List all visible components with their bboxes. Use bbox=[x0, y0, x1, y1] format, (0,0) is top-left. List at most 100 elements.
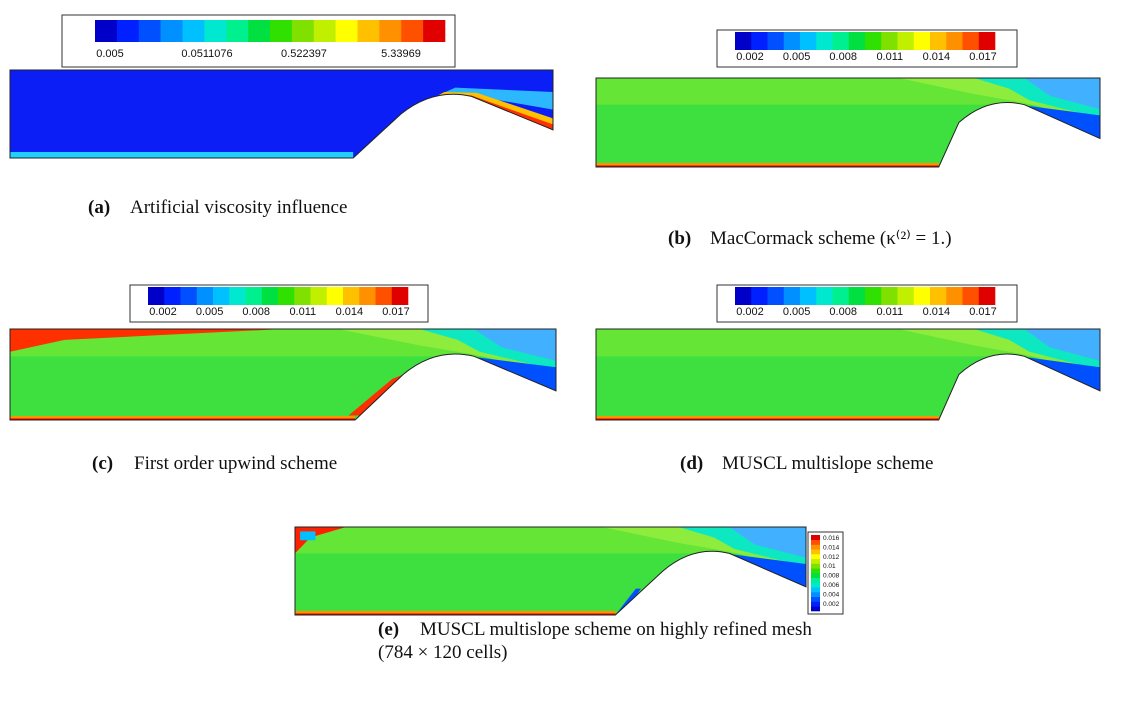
colorbar-cell bbox=[816, 32, 833, 50]
contour-plot bbox=[10, 329, 556, 420]
colorbar-cell bbox=[357, 20, 380, 42]
colorbar-label: 0.011 bbox=[876, 306, 903, 318]
colorbar-cell bbox=[962, 32, 980, 50]
colorbar-label: 0.002 bbox=[736, 306, 764, 318]
contour-region bbox=[474, 329, 556, 361]
colorbar-cell bbox=[811, 592, 820, 598]
contour-region bbox=[422, 94, 553, 130]
colorbar-cell bbox=[848, 287, 866, 305]
colorbar-label: 0.002 bbox=[736, 51, 764, 63]
colorbar-cell bbox=[248, 20, 271, 42]
colorbar-cell bbox=[313, 20, 336, 42]
colorbar-cell bbox=[423, 20, 446, 42]
colorbar-cell bbox=[811, 539, 820, 545]
caption-text: (784 × 120 cells) bbox=[378, 642, 507, 663]
colorbar-cell bbox=[310, 287, 328, 305]
colorbar-cell bbox=[229, 287, 246, 305]
caption-label: (e) bbox=[378, 619, 399, 640]
contour-region bbox=[295, 613, 616, 615]
colorbar-cell bbox=[164, 287, 181, 305]
contour-region bbox=[596, 418, 939, 420]
colorbar-cell bbox=[182, 20, 205, 42]
colorbar-cell bbox=[865, 32, 882, 50]
colorbar-cell bbox=[930, 287, 947, 305]
colorbar-cell bbox=[881, 287, 898, 305]
contour-region bbox=[596, 165, 939, 167]
contour-region bbox=[596, 416, 939, 420]
colorbar-label: 5.33969 bbox=[381, 48, 421, 60]
colorbar-cell bbox=[811, 577, 820, 583]
colorbar-cell bbox=[978, 287, 996, 305]
colorbar-label: 0.005 bbox=[96, 48, 124, 60]
plot-outline bbox=[9, 69, 554, 159]
colorbar-label: 0.01 bbox=[823, 563, 836, 570]
colorbar-label: 0.017 bbox=[382, 306, 410, 318]
colorbar-cell bbox=[978, 32, 996, 50]
colorbar-cell bbox=[270, 20, 293, 42]
colorbar-cell bbox=[930, 32, 947, 50]
contour-region bbox=[10, 329, 283, 352]
colorbar-label: 0.0511076 bbox=[181, 48, 232, 60]
contour-plot bbox=[596, 78, 1100, 167]
caption-text: Artificial viscosity influence bbox=[130, 197, 347, 218]
colorbar-cell bbox=[913, 32, 931, 50]
colorbar-cell bbox=[800, 32, 817, 50]
colorbar-label: 0.005 bbox=[196, 306, 224, 318]
contour-plot bbox=[10, 70, 553, 158]
colorbar-label: 0.016 bbox=[823, 535, 840, 542]
colorbar-cell bbox=[946, 32, 963, 50]
colorbar-cell bbox=[811, 601, 820, 607]
caption-label: (b) bbox=[668, 228, 691, 249]
colorbar-cell bbox=[391, 287, 409, 305]
colorbar-cell bbox=[897, 287, 915, 305]
colorbar-cell bbox=[783, 287, 801, 305]
colorbar-cell bbox=[946, 287, 963, 305]
colorbar-cell bbox=[335, 20, 358, 42]
caption-text: MacCormack scheme (κ⁽²⁾ = 1.) bbox=[710, 228, 952, 249]
colorbar-cell bbox=[95, 20, 118, 42]
colorbar-cell bbox=[138, 20, 161, 42]
colorbar-cell bbox=[865, 287, 882, 305]
colorbar-cell bbox=[343, 287, 360, 305]
contour-plot bbox=[295, 527, 806, 615]
colorbar-cell bbox=[180, 287, 198, 305]
plot-outline bbox=[9, 328, 557, 421]
colorbar-cell bbox=[832, 287, 850, 305]
colorbar-cell bbox=[897, 32, 915, 50]
caption-label: (d) bbox=[680, 453, 703, 474]
colorbar-label: 0.014 bbox=[923, 306, 951, 318]
contour-region bbox=[1024, 329, 1100, 361]
colorbar-cell bbox=[291, 20, 315, 42]
colorbar-cell bbox=[148, 287, 165, 305]
colorbar-cell bbox=[359, 287, 376, 305]
colorbar-label: 0.008 bbox=[242, 306, 270, 318]
colorbar-label: 0.006 bbox=[823, 582, 840, 589]
contour-region bbox=[300, 531, 316, 541]
colorbar-label: 0.012 bbox=[823, 554, 840, 561]
contour-region bbox=[729, 527, 806, 558]
colorbar-cell bbox=[226, 20, 249, 42]
caption-text: MUSCL multislope scheme on highly refine… bbox=[420, 619, 812, 640]
plot-outline bbox=[595, 77, 1101, 168]
plot-outline bbox=[595, 328, 1101, 421]
colorbar-cell bbox=[160, 20, 183, 42]
colorbar-cell bbox=[811, 606, 820, 612]
colorbar-label: 0.017 bbox=[969, 306, 997, 318]
colorbar-cell bbox=[213, 287, 230, 305]
colorbar-cell bbox=[816, 287, 833, 305]
colorbar-label: 0.008 bbox=[823, 573, 840, 580]
colorbar-cell bbox=[811, 558, 820, 564]
colorbar-label: 0.017 bbox=[969, 51, 997, 63]
colorbar-label: 0.008 bbox=[829, 306, 857, 318]
contour-region bbox=[10, 416, 356, 420]
colorbar-label: 0.014 bbox=[923, 51, 951, 63]
contour-region bbox=[615, 588, 641, 615]
colorbar-cell bbox=[751, 32, 768, 50]
contour-plot bbox=[596, 329, 1100, 420]
colorbar-cell bbox=[811, 563, 820, 569]
colorbar-cell bbox=[913, 287, 931, 305]
colorbar-cell bbox=[767, 32, 785, 50]
caption-text: First order upwind scheme bbox=[134, 453, 337, 474]
colorbar-cell bbox=[881, 32, 898, 50]
